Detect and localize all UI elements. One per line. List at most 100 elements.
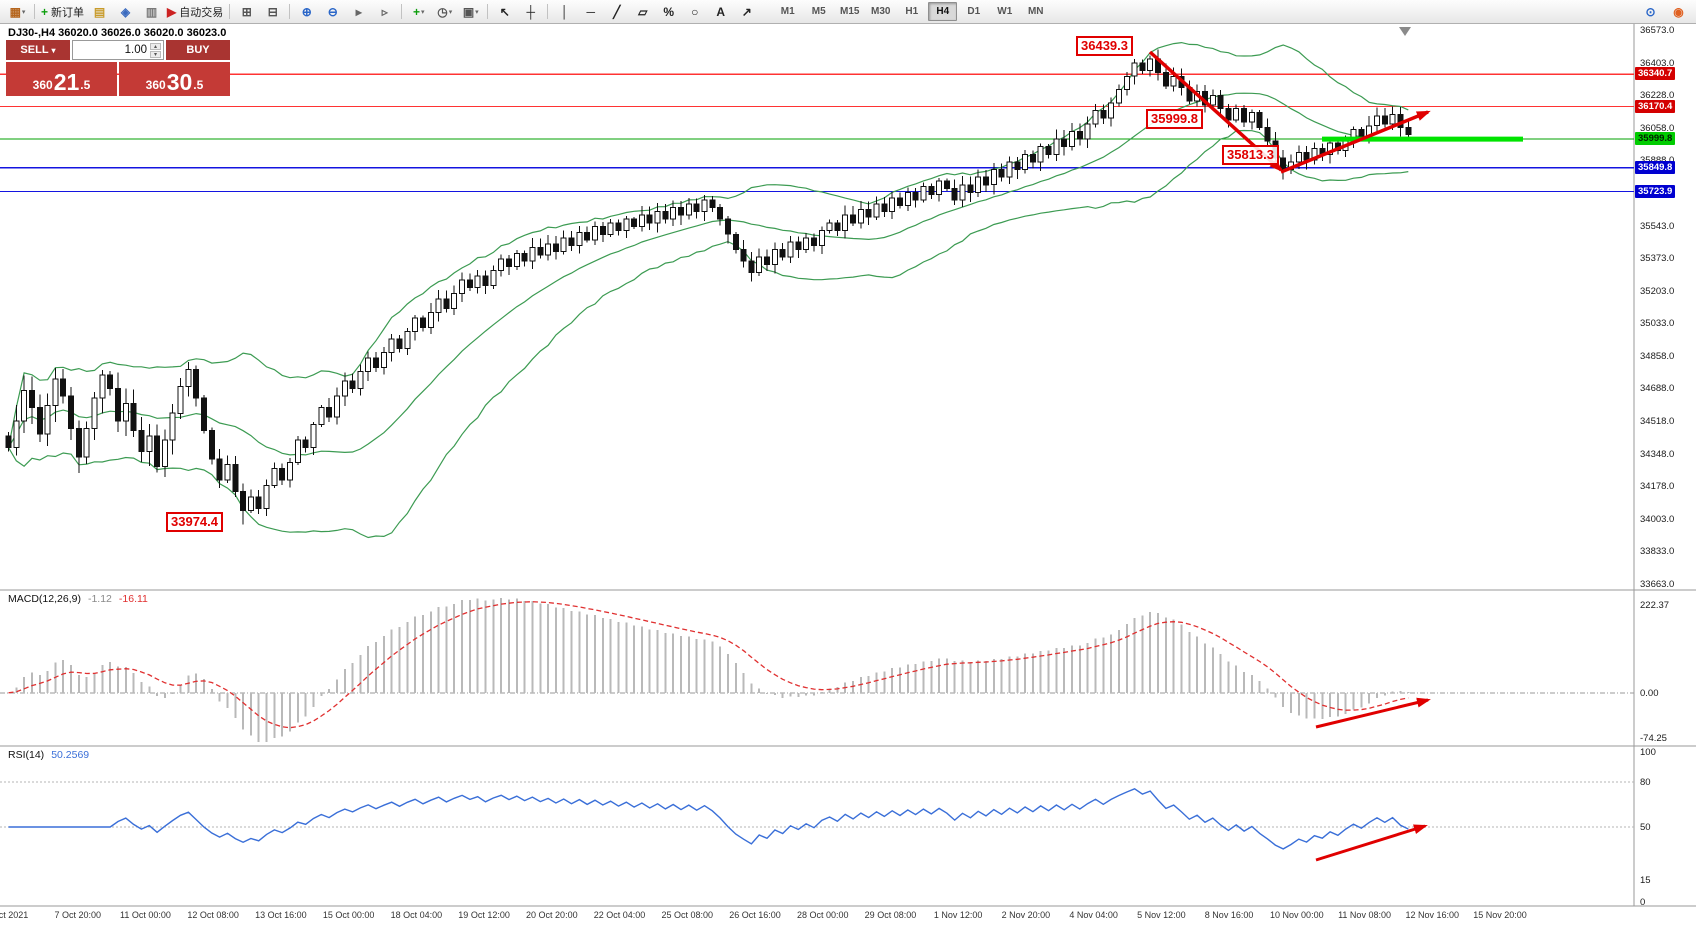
chevron-down-icon: ▾ [448, 8, 453, 16]
timeframe-m5[interactable]: M5 [811, 6, 826, 17]
equidistant-channel-button[interactable]: ▱ [630, 2, 655, 22]
cascade-windows-button[interactable]: ⊟ [260, 2, 285, 22]
timeframe-h4[interactable]: H4 [928, 2, 958, 21]
timeframe-d1[interactable]: D1 [967, 6, 981, 17]
buy-price-prefix: 360 [145, 78, 166, 92]
terminal-button[interactable]: ▥ [139, 2, 164, 22]
rsi-line [8, 788, 1409, 850]
periods-button[interactable]: ◷ ▾ [432, 2, 457, 22]
templates-button[interactable]: ▣ ▾ [458, 2, 483, 22]
price-axis-label: 33833.0 [1640, 546, 1675, 558]
price-axis-label: 34178.0 [1640, 481, 1675, 493]
uptrend-arrow[interactable] [1280, 110, 1431, 174]
buy-price-pips: 30 [166, 69, 193, 95]
price-level-tag: 35723.9 [1635, 184, 1676, 198]
horizontal-line-button[interactable]: ─ [578, 2, 603, 22]
zoom-in-icon: ⊕ [301, 4, 312, 19]
time-axis-label: 12 Oct 08:00 [187, 910, 239, 920]
price-annotation-box[interactable]: 36439.3 [1076, 36, 1133, 56]
timeframe-w1[interactable]: W1 [997, 6, 1013, 17]
rsi-axis-label: 15 [1640, 874, 1651, 886]
macd-name: MACD(12,26,9) [8, 593, 81, 605]
sell-button[interactable]: SELL ▾ [6, 40, 70, 60]
crosshair-button[interactable]: ┼ [518, 2, 543, 22]
trendline-button[interactable]: ╱ [604, 2, 629, 22]
rsi-name: RSI(14) [8, 749, 45, 761]
time-axis-label: 20 Oct 20:00 [526, 910, 578, 920]
alerts-button[interactable]: ◉ [1666, 2, 1691, 22]
zoom-out-icon: ⊖ [327, 4, 338, 19]
text-button[interactable]: A [708, 2, 733, 22]
price-annotation-box[interactable]: 35999.8 [1146, 109, 1203, 129]
price-level-tag: 36340.7 [1635, 67, 1676, 81]
price-axis-label: 36058.0 [1640, 122, 1675, 134]
one-click-trading-panel: SELL ▾ 1.00 ▴ ▾ BUY 360 21.5 [6, 40, 230, 96]
navigator-button[interactable]: ◈ [113, 2, 138, 22]
new-order-button[interactable]: + 新订单 [39, 2, 86, 22]
rsi-axis-label: 50 [1640, 822, 1651, 833]
macd-trend-arrow[interactable] [1315, 697, 1431, 729]
time-axis-label: 26 Oct 16:00 [729, 910, 781, 920]
shapes-button[interactable]: ○ [682, 2, 707, 22]
bollinger-upper-band [7, 41, 1409, 448]
timeframe-toolbar: M1 M5 M15 M30 H1 H4 D1 W1 MN [773, 2, 1050, 21]
toolbar-separator [34, 4, 35, 19]
sell-price-suffix: .5 [80, 78, 91, 92]
auto-trading-icon: ▶ [167, 4, 177, 19]
vertical-line-button[interactable]: │ [552, 2, 577, 22]
price-axis-label: 34688.0 [1640, 383, 1675, 395]
time-axis-label: 1 Nov 12:00 [933, 910, 983, 920]
price-axis-label: 36403.0 [1640, 57, 1675, 69]
volume-input[interactable]: 1.00 ▴ ▾ [72, 40, 164, 60]
toolbar-right-group: ⊙ ◉ [1638, 2, 1691, 22]
price-annotation-box[interactable]: 33974.4 [166, 512, 223, 532]
cursor-button[interactable]: ↖ [492, 2, 517, 22]
macd-histogram [15, 598, 1410, 742]
time-axis-label: 15 Nov 20:00 [1473, 910, 1527, 920]
macd-axis-label: 0.00 [1640, 687, 1659, 699]
tile-windows-button[interactable]: ⊞ [234, 2, 259, 22]
chart-shift-button[interactable]: ▹ [372, 2, 397, 22]
sell-price-prefix: 360 [32, 78, 53, 92]
time-axis-label: 11 Nov 08:00 [1338, 910, 1391, 920]
buy-button[interactable]: BUY [166, 40, 230, 60]
timeframe-m15[interactable]: M15 [840, 6, 860, 17]
arrows-button[interactable]: ↗ [734, 2, 759, 22]
timeframe-m1[interactable]: M1 [780, 6, 795, 17]
trendline-icon: ╱ [613, 4, 621, 19]
auto-scroll-button[interactable]: ▸ [346, 2, 371, 22]
buy-price-button[interactable]: 360 30.5 [119, 62, 230, 96]
candlesticks [5, 49, 1412, 525]
crosshair-icon: ┼ [526, 4, 535, 19]
rsi-axis-label: 80 [1640, 777, 1651, 788]
market-watch-button[interactable]: ▤ [87, 2, 112, 22]
zoom-in-button[interactable]: ⊕ [294, 2, 319, 22]
sell-price-pips: 21 [53, 69, 80, 95]
market-watch-icon: ▤ [93, 4, 106, 19]
vertical-line-icon: │ [561, 4, 569, 19]
auto-trading-button[interactable]: ▶ 自动交易 [165, 2, 225, 22]
zoom-out-button[interactable]: ⊖ [320, 2, 345, 22]
time-axis-label: 2 Nov 20:00 [1001, 910, 1051, 920]
text-icon: A [716, 4, 726, 19]
new-chart-button[interactable]: ▦ ▾ [5, 2, 30, 22]
price-axis-label: 34858.0 [1640, 350, 1675, 362]
search-button[interactable]: ⊙ [1638, 2, 1663, 22]
sell-price-button[interactable]: 360 21.5 [6, 62, 117, 96]
rsi-trend-arrow[interactable] [1315, 824, 1428, 862]
timeframe-h1[interactable]: H1 [905, 6, 919, 17]
volume-down-button[interactable]: ▾ [150, 50, 161, 58]
chart-shift-marker[interactable] [1399, 27, 1411, 36]
indicators-button[interactable]: + ▾ [406, 2, 431, 22]
toolbar-separator [401, 4, 403, 19]
volume-up-button[interactable]: ▴ [150, 42, 161, 50]
fibonacci-button[interactable]: % [656, 2, 681, 22]
timeframe-mn[interactable]: MN [1027, 6, 1044, 17]
timeframe-m30[interactable]: M30 [871, 6, 891, 17]
horizontal-line-icon: ─ [586, 4, 595, 19]
price-annotation-box[interactable]: 35813.3 [1222, 145, 1279, 165]
cascade-windows-icon: ⊟ [267, 4, 278, 19]
time-axis-label: 11 Oct 00:00 [120, 910, 171, 920]
